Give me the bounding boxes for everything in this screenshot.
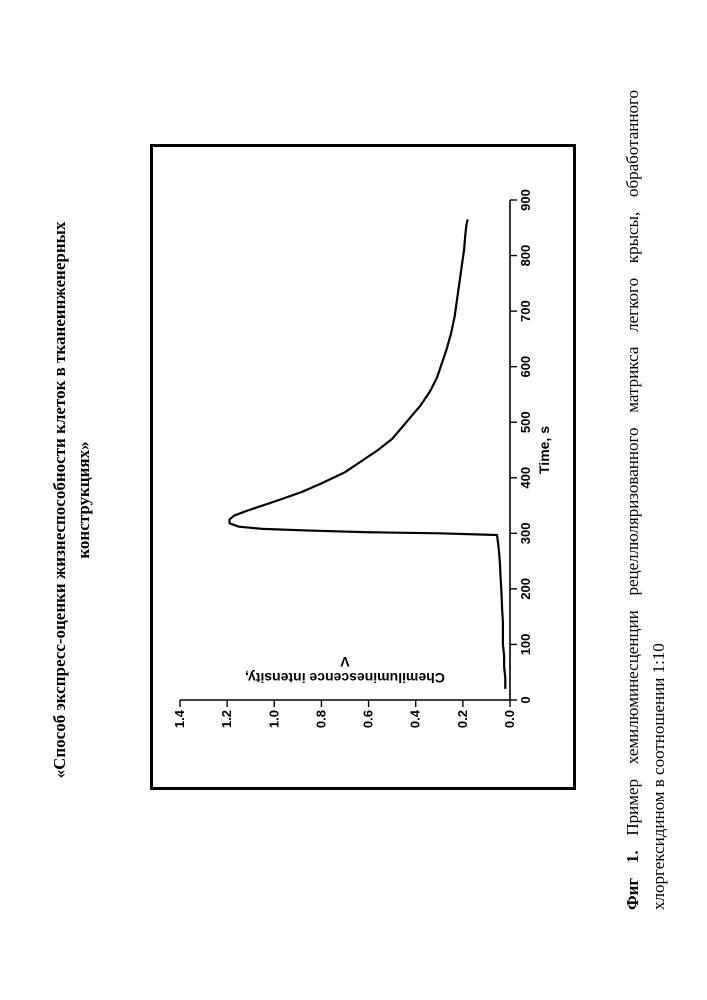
rotated-content: «Способ экспресс-оценки жизнеспособности… xyxy=(0,0,707,1000)
x-axis-label: Time, s xyxy=(536,200,552,700)
title-line-1: «Способ экспресс-оценки жизнеспособности… xyxy=(50,222,69,779)
y-tick-label: 1.0 xyxy=(266,710,281,728)
x-tick-label: 400 xyxy=(518,467,533,489)
document-title: «Способ экспресс-оценки жизнеспособности… xyxy=(48,0,96,1000)
title-line-2: конструкциях» xyxy=(74,441,93,558)
x-tick-label: 100 xyxy=(518,634,533,656)
chemiluminescence-trace xyxy=(230,219,506,688)
y-tick-label: 1.4 xyxy=(172,709,187,728)
y-tick-label: 0.4 xyxy=(408,709,423,728)
y-tick-label: 1.2 xyxy=(219,710,234,728)
x-tick-label: 300 xyxy=(518,522,533,544)
figure-caption: Фиг 1. Пример хемилюминесценции рецеллюл… xyxy=(620,90,671,910)
chart-container: 01002003004005006007008009000.00.20.40.6… xyxy=(180,200,510,700)
x-tick-label: 500 xyxy=(518,411,533,433)
x-tick-label: 800 xyxy=(518,245,533,267)
y-tick-label: 0.0 xyxy=(502,710,517,728)
x-tick-label: 900 xyxy=(518,189,533,211)
x-tick-label: 600 xyxy=(518,356,533,378)
chemiluminescence-chart: 01002003004005006007008009000.00.20.40.6… xyxy=(180,200,510,700)
y-axis-label: Chemiluminescence intensity, V xyxy=(245,654,445,686)
caption-text: Пример хемилюминесценции рецеллюляризова… xyxy=(623,90,668,910)
x-tick-label: 700 xyxy=(518,300,533,322)
y-tick-label: 0.8 xyxy=(313,710,328,728)
y-tick-label: 0.6 xyxy=(361,710,376,728)
x-tick-label: 0 xyxy=(518,696,533,703)
x-tick-label: 200 xyxy=(518,578,533,600)
y-tick-label: 0.2 xyxy=(455,710,470,728)
page-root: «Способ экспресс-оценки жизнеспособности… xyxy=(0,0,707,1000)
figure-number: Фиг 1. xyxy=(623,850,642,910)
